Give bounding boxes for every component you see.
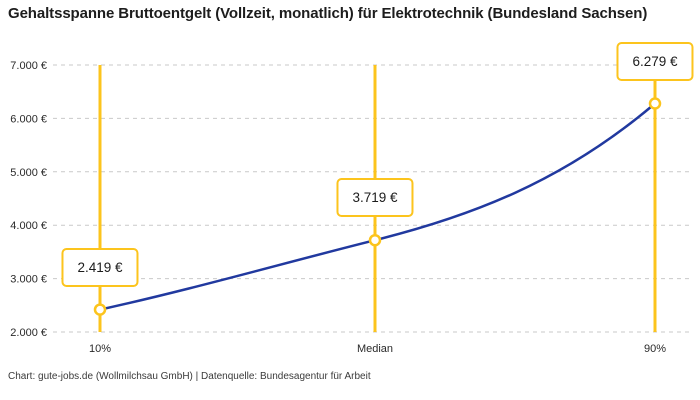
data-point-10%[interactable]: [93, 303, 107, 316]
chart-title: Gehaltsspanne Bruttoentgelt (Vollzeit, m…: [8, 5, 648, 22]
x-axis-tick-label: 90%: [644, 343, 666, 355]
value-label-90th-percentile: 6.279 €: [616, 41, 694, 81]
y-axis-tick-label: 4.000 €: [10, 220, 47, 232]
x-axis-tick-label: 10%: [89, 343, 111, 355]
data-point-Median[interactable]: [368, 233, 382, 247]
y-axis-tick-label: 3.000 €: [10, 274, 47, 286]
data-point-90%[interactable]: [648, 97, 662, 110]
value-label-10th-percentile: 2.419 €: [61, 247, 139, 287]
value-label-median: 3.719 €: [336, 178, 414, 218]
y-axis-tick-label: 5.000 €: [10, 167, 47, 179]
y-axis-tick-label: 6.000 €: [10, 113, 47, 125]
y-axis-tick-label: 2.000 €: [10, 327, 47, 339]
x-axis-tick-label: Median: [357, 343, 393, 355]
attribution-text: Chart: gute-jobs.de (Wollmilchsau GmbH) …: [8, 371, 371, 382]
y-axis-tick-label: 7.000 €: [10, 60, 47, 72]
